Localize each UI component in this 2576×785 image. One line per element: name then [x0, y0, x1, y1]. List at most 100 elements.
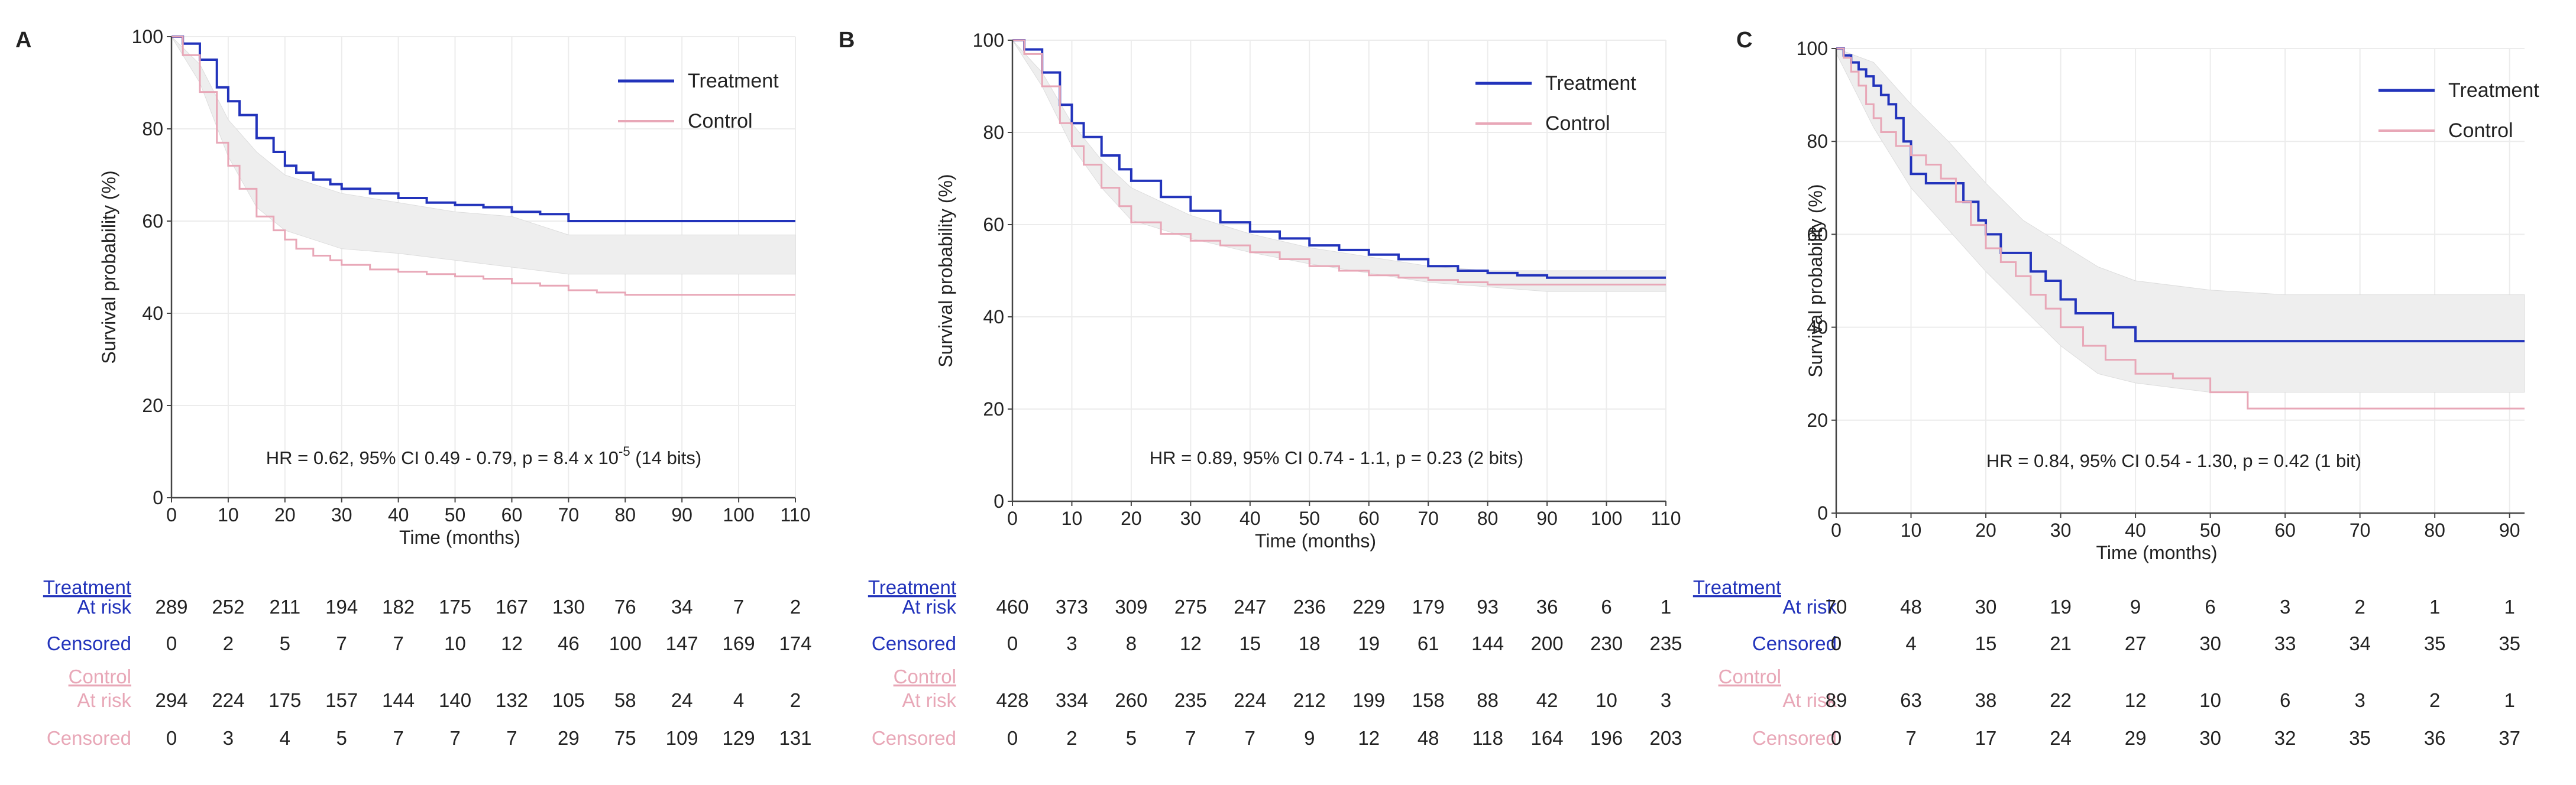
risk-cell-treatment-at-risk: 179	[1412, 596, 1445, 618]
annotation-main: HR = 0.62, 95% CI 0.49 - 0.79, p = 8.4 x…	[266, 447, 619, 468]
risk-table-treatment-title: Treatment	[868, 576, 956, 598]
risk-cell-treatment-at-risk: 289	[155, 596, 187, 618]
risk-cell-treatment-censored: 15	[1239, 632, 1261, 654]
risk-cell-control-at-risk: 12	[2125, 689, 2147, 711]
x-tick-label: 30	[2050, 520, 2072, 541]
risk-cell-control-censored: 3	[223, 727, 234, 749]
risk-cell-control-at-risk: 158	[1412, 689, 1445, 711]
risk-cell-treatment-at-risk: 236	[1293, 596, 1326, 618]
risk-cell-control-censored: 5	[336, 727, 347, 749]
risk-cell-treatment-censored: 34	[2349, 632, 2371, 654]
y-tick-label: 40	[983, 306, 1004, 327]
risk-cell-control-at-risk: 89	[1826, 689, 1847, 711]
risk-cell-control-at-risk: 10	[1596, 689, 1617, 711]
risk-cell-control-at-risk: 3	[1661, 689, 1671, 711]
risk-cell-control-at-risk: 260	[1115, 689, 1147, 711]
risk-cell-treatment-at-risk: 167	[496, 596, 528, 618]
risk-table-treatment-censored-label: Censored	[1752, 632, 1837, 654]
x-tick-label: 90	[671, 504, 692, 526]
risk-cell-control-at-risk: 199	[1352, 689, 1385, 711]
risk-cell-treatment-at-risk: 309	[1115, 596, 1147, 618]
y-tick-label: 100	[132, 26, 163, 47]
risk-cell-control-censored: 48	[1418, 727, 1439, 749]
panel-label: B	[839, 28, 855, 53]
risk-cell-control-censored: 0	[166, 727, 177, 749]
risk-cell-treatment-censored: 33	[2274, 632, 2296, 654]
risk-cell-treatment-at-risk: 182	[382, 596, 415, 618]
x-tick-label: 70	[1418, 508, 1439, 529]
x-tick-label: 50	[2200, 520, 2221, 541]
risk-cell-treatment-at-risk: 2	[2354, 596, 2365, 618]
y-tick-label: 20	[1807, 410, 1828, 431]
risk-cell-control-at-risk: 2	[2429, 689, 2440, 711]
x-tick-label: 100	[1591, 508, 1622, 529]
risk-cell-treatment-censored: 21	[2050, 632, 2072, 654]
risk-cell-control-censored: 109	[666, 727, 698, 749]
y-tick-label: 80	[142, 118, 163, 140]
y-axis-label: Survival probability (%)	[935, 174, 956, 367]
risk-cell-treatment-at-risk: 3	[2280, 596, 2290, 618]
risk-cell-control-censored: 30	[2199, 727, 2221, 749]
risk-cell-control-censored: 7	[1905, 727, 1916, 749]
risk-cell-control-censored: 7	[393, 727, 403, 749]
risk-cell-control-at-risk: 10	[2199, 689, 2221, 711]
risk-cell-treatment-at-risk: 130	[552, 596, 585, 618]
risk-cell-control-censored: 0	[1007, 727, 1018, 749]
risk-cell-control-censored: 129	[723, 727, 755, 749]
risk-table-control-censored-label: Censored	[1752, 727, 1837, 749]
y-tick-label: 0	[993, 491, 1004, 512]
risk-cell-treatment-censored: 27	[2125, 632, 2147, 654]
risk-cell-treatment-censored: 0	[1007, 632, 1018, 654]
x-tick-label: 40	[388, 504, 409, 526]
risk-cell-treatment-censored: 235	[1649, 632, 1682, 654]
risk-cell-treatment-censored: 10	[444, 632, 466, 654]
risk-cell-treatment-at-risk: 460	[996, 596, 1028, 618]
x-tick-label: 60	[2274, 520, 2296, 541]
confidence-band	[171, 36, 796, 275]
annotation-main: HR = 0.89, 95% CI 0.74 - 1.1, p = 0.23 (…	[1150, 447, 1523, 468]
risk-cell-control-censored: 35	[2349, 727, 2371, 749]
risk-cell-treatment-at-risk: 211	[270, 596, 301, 618]
x-tick-label: 100	[723, 504, 754, 526]
risk-cell-treatment-at-risk: 93	[1477, 596, 1499, 618]
risk-cell-treatment-censored: 8	[1126, 632, 1137, 654]
risk-table-control-title: Control	[894, 666, 956, 687]
risk-cell-control-censored: 7	[449, 727, 460, 749]
risk-cell-treatment-censored: 19	[1358, 632, 1380, 654]
risk-cell-treatment-censored: 15	[1975, 632, 1997, 654]
y-tick-label: 40	[1807, 317, 1828, 338]
x-tick-label: 80	[2424, 520, 2445, 541]
risk-cell-treatment-censored: 200	[1531, 632, 1564, 654]
risk-cell-treatment-censored: 46	[558, 632, 580, 654]
risk-cell-treatment-censored: 12	[1180, 632, 1202, 654]
risk-cell-control-censored: 131	[779, 727, 811, 749]
risk-cell-control-at-risk: 2	[790, 689, 801, 711]
risk-cell-control-at-risk: 132	[496, 689, 528, 711]
risk-cell-control-censored: 24	[2050, 727, 2072, 749]
x-tick-label: 10	[218, 504, 239, 526]
risk-cell-treatment-censored: 3	[1066, 632, 1077, 654]
survival-curve-control	[171, 35, 795, 296]
legend-label-control: Control	[2448, 119, 2513, 142]
risk-cell-control-at-risk: 235	[1174, 689, 1207, 711]
risk-cell-control-censored: 0	[1831, 727, 1842, 749]
legend: Treatment Control	[1475, 72, 1636, 135]
risk-cell-treatment-censored: 144	[1471, 632, 1504, 654]
legend-label-control: Control	[688, 110, 753, 132]
x-tick-label: 10	[1062, 508, 1083, 529]
risk-cell-control-at-risk: 428	[996, 689, 1028, 711]
hazard-ratio-annotation: HR = 0.62, 95% CI 0.49 - 0.79, p = 8.4 x…	[266, 444, 701, 468]
risk-cell-control-at-risk: 1	[2504, 689, 2515, 711]
y-tick-label: 80	[1807, 131, 1828, 152]
risk-cell-treatment-censored: 2	[223, 632, 234, 654]
risk-cell-control-censored: 118	[1472, 727, 1503, 749]
survival-curve-control	[1012, 39, 1666, 286]
risk-cell-control-censored: 7	[1185, 727, 1196, 749]
risk-cell-treatment-censored: 7	[393, 632, 403, 654]
panel-label: C	[1736, 28, 1752, 53]
